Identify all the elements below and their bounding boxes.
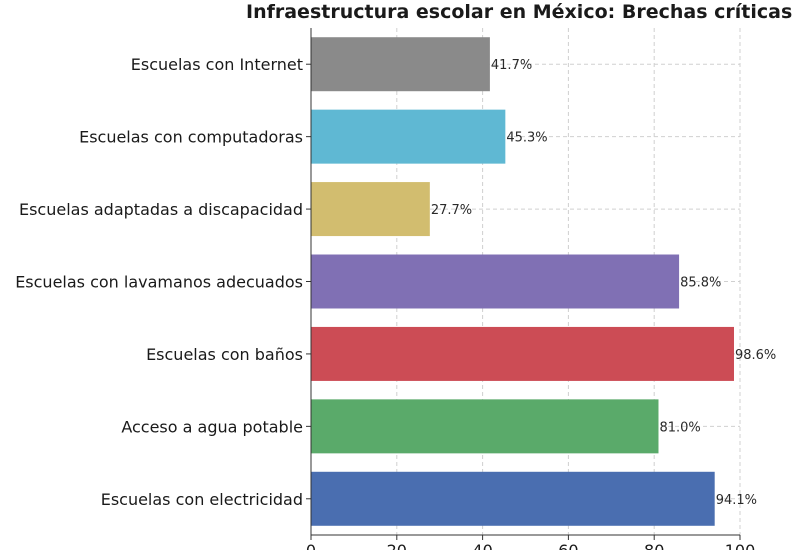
axes: [306, 28, 741, 540]
category-label: Escuelas con lavamanos adecuados: [15, 273, 303, 292]
category-label: Escuelas con Internet: [131, 55, 303, 74]
bar: [311, 109, 506, 164]
bar: [311, 37, 490, 92]
bar: [311, 182, 430, 237]
category-label: Escuelas adaptadas a discapacidad: [19, 200, 303, 219]
x-tick-label: 80: [644, 541, 664, 550]
value-label: 94.1%: [716, 493, 757, 508]
category-label: Acceso a agua potable: [121, 417, 303, 436]
value-label: 45.3%: [506, 131, 547, 146]
x-tick-label: 40: [472, 541, 492, 550]
x-tick-label: 100: [725, 541, 756, 550]
category-label: Escuelas con computadoras: [79, 128, 303, 147]
labels: 0 20 40 60 80 100 Escuelas con Internet 41.7% Es…: [15, 55, 776, 550]
bar: [311, 326, 734, 381]
value-label: 41.7%: [491, 58, 532, 73]
category-label: Escuelas con baños: [146, 345, 303, 364]
category-label: Escuelas con electricidad: [101, 490, 303, 509]
bar: [311, 399, 659, 454]
bars: [311, 37, 734, 526]
value-label: 81.0%: [659, 420, 700, 435]
value-label: 98.6%: [735, 348, 776, 363]
value-label: 85.8%: [680, 276, 721, 291]
x-tick-label: 20: [387, 541, 407, 550]
x-tick-label: 0: [306, 541, 316, 550]
bar: [311, 471, 715, 526]
chart-title: Infraestructura escolar en México: Brech…: [246, 1, 793, 23]
bar: [311, 254, 680, 309]
x-tick-label: 60: [558, 541, 578, 550]
value-label: 27.7%: [431, 203, 472, 218]
